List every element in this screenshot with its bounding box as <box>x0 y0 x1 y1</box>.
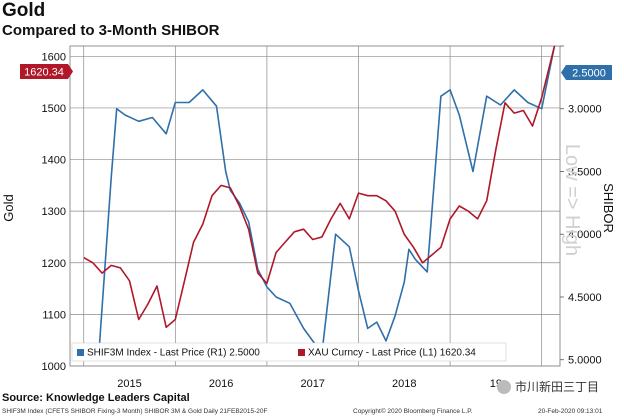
x-tick-label: 2015 <box>117 378 141 390</box>
last-label-gold-text: 1620.34 <box>24 67 64 79</box>
right-axis-ticks: 3.0000 3.5000 4.0000 4.5000 5.0000 <box>560 45 602 367</box>
right-tick-label: 3.0000 <box>568 104 602 116</box>
left-tick-label: 1300 <box>42 206 66 218</box>
last-label-shibor-bg <box>566 65 612 80</box>
x-tick-label: 2016 <box>209 378 233 390</box>
footer-timestamp: 20-Feb-2020 09:13:01 <box>538 408 603 415</box>
plot-frame <box>69 45 561 367</box>
x-tick-label: 2017 <box>300 378 324 390</box>
left-tick-label: 1200 <box>42 258 66 270</box>
left-tick-label: 1500 <box>42 103 66 115</box>
grid <box>70 46 560 367</box>
legend-label-gold: XAU Curncy - Last Price (L1) 1620.34 <box>308 348 476 359</box>
series-line-gold <box>83 45 556 329</box>
chart-area: 1000 1100 1200 1300 1400 1500 1600 3.0000 3.500… <box>1 45 616 390</box>
source-note: Source: Knowledge Leaders Capital <box>2 392 190 404</box>
left-axis-title: Gold <box>1 194 16 221</box>
last-label-gold-bg <box>20 64 68 79</box>
low-high-note: Low => High <box>561 144 583 256</box>
legend-swatch-shibor <box>77 349 84 356</box>
footer-copyright: Copyright© 2020 Bloomberg Finance L.P. <box>353 408 473 415</box>
series-line-shibor <box>83 45 556 355</box>
watermark: 市川新田三丁目 <box>497 378 599 395</box>
last-label-shibor-text: 2.5000 <box>572 68 606 80</box>
legend-box <box>71 342 507 362</box>
legend: SHIF3M Index - Last Price (R1) 2.5000 XA… <box>71 342 507 362</box>
last-label-shibor-pointer <box>561 65 566 80</box>
x-tick-label: 2018 <box>392 378 416 390</box>
right-axis-title: SHIBOR <box>601 183 616 233</box>
wechat-icon <box>497 379 511 394</box>
last-label-shibor: 2.5000 <box>561 65 612 80</box>
right-tick-label: 4.0000 <box>568 229 602 241</box>
right-tick-label: 3.5000 <box>568 166 602 178</box>
series-lines <box>83 45 556 355</box>
footer-left: SHIF3M Index (CFETS SHIBOR Fixing-3 Mont… <box>2 408 268 415</box>
left-tick-label: 1100 <box>42 309 66 321</box>
right-tick-label: 5.0000 <box>568 355 602 367</box>
chart-subtitle: Compared to 3-Month SHIBOR <box>2 22 220 39</box>
last-label-gold-pointer <box>68 64 73 79</box>
last-label-gold: 1620.34 <box>20 64 73 79</box>
right-tick-label: 4.5000 <box>568 292 602 304</box>
left-tick-label: 1600 <box>42 51 66 63</box>
left-axis-ticks: 1000 1100 1200 1300 1400 1500 1600 <box>42 51 66 373</box>
legend-label-shibor: SHIF3M Index - Last Price (R1) 2.5000 <box>87 348 260 359</box>
chart-title: Gold <box>2 0 46 21</box>
left-tick-label: 1000 <box>42 361 66 373</box>
watermark-text: 市川新田三丁目 <box>515 380 600 394</box>
left-tick-label: 1400 <box>42 155 66 167</box>
x-axis-ticks: 2015 2016 2017 2018 19 <box>117 378 502 390</box>
legend-swatch-gold <box>298 349 305 356</box>
